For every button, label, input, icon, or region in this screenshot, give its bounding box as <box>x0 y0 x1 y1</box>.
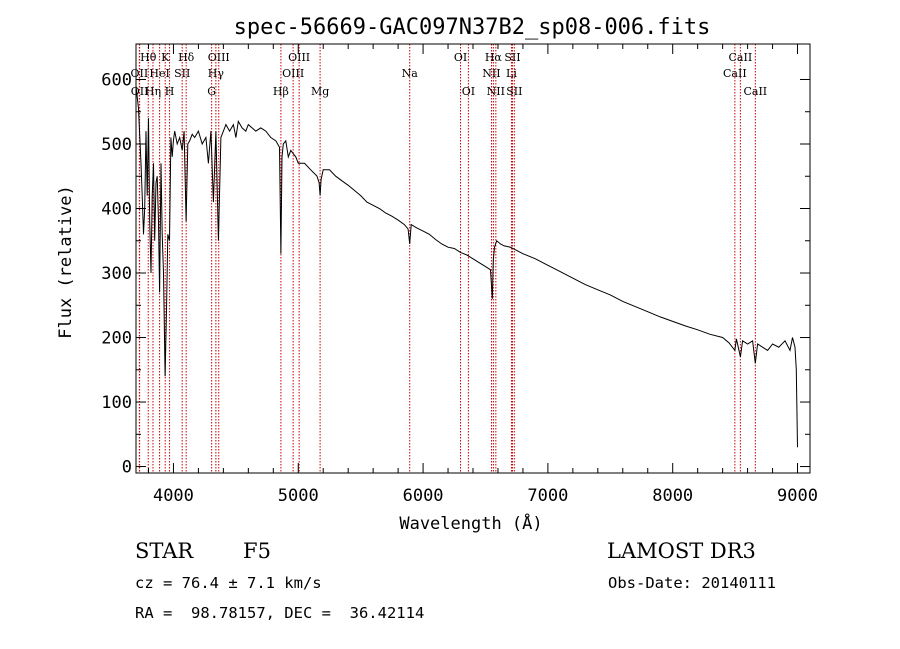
object-type: STAR <box>135 539 194 563</box>
x-axis-ticks: 4000 5000 6000 7000 8000 9000 <box>147 44 818 506</box>
line-label: Hα <box>485 51 503 64</box>
line-markers <box>138 44 756 473</box>
spectral-subclass: F5 <box>243 539 271 563</box>
line-label: Hδ <box>178 51 195 64</box>
line-label: CaII <box>743 85 767 98</box>
x-tick-label: 9000 <box>777 486 818 506</box>
line-label: K <box>161 51 170 64</box>
survey-name: LAMOST DR3 <box>607 539 756 563</box>
line-label: NII <box>482 67 500 80</box>
x-tick-label: 4000 <box>153 486 194 506</box>
line-label: OII <box>131 67 149 80</box>
line-label: OI <box>454 51 467 64</box>
spectrum-line <box>135 85 798 448</box>
line-label: OIII <box>282 67 304 80</box>
line-labels: OII OII Hθ Hη HeI K H SII Hδ Hγ G OIII Hβ OIII OIII Mg N… <box>131 51 768 98</box>
line-label: Hη <box>145 85 161 98</box>
y-tick-label: 200 <box>101 329 132 349</box>
line-label: Hβ <box>273 85 289 98</box>
chart-title: spec-56669-GAC097N37B2_sp08-006.fits <box>234 15 711 40</box>
x-tick-label: 6000 <box>403 486 444 506</box>
line-label: OIII <box>288 51 310 64</box>
coordinates: RA = 98.78157, DEC = 36.42114 <box>135 604 425 622</box>
line-label: NII <box>487 85 505 98</box>
line-label: Hγ <box>208 67 225 80</box>
line-label: Na <box>402 67 419 80</box>
line-label: Mg <box>311 85 329 98</box>
y-tick-label: 0 <box>122 458 132 478</box>
line-label: OI <box>462 85 475 98</box>
line-label: Hθ <box>140 51 157 64</box>
line-label: G <box>207 85 216 98</box>
line-label: OIII <box>208 51 230 64</box>
y-tick-label: 600 <box>101 70 132 90</box>
x-tick-label: 8000 <box>652 486 693 506</box>
line-label: OII <box>131 85 149 98</box>
line-label: CaII <box>723 67 747 80</box>
x-axis-label: Wavelength (Å) <box>399 512 542 534</box>
x-tick-label: 5000 <box>278 486 319 506</box>
y-tick-label: 300 <box>101 264 132 284</box>
y-tick-label: 100 <box>101 393 132 413</box>
y-tick-label: 400 <box>101 200 132 220</box>
line-label: Li <box>506 67 517 80</box>
line-label: SII <box>174 67 190 80</box>
y-tick-label: 500 <box>101 135 132 155</box>
line-label: SII <box>506 85 522 98</box>
x-tick-label: 7000 <box>527 486 568 506</box>
redshift-readout: cz = 76.4 ± 7.1 km/s <box>135 574 322 592</box>
y-axis-label: Flux (relative) <box>56 185 76 339</box>
line-label: CaII <box>729 51 753 64</box>
y-axis-ticks: 0 100 200 300 400 500 600 <box>101 70 810 478</box>
line-label: HeI <box>149 67 169 80</box>
obs-date: Obs-Date: 20140111 <box>608 574 776 592</box>
line-label: H <box>165 85 175 98</box>
line-label: SII <box>504 51 520 64</box>
